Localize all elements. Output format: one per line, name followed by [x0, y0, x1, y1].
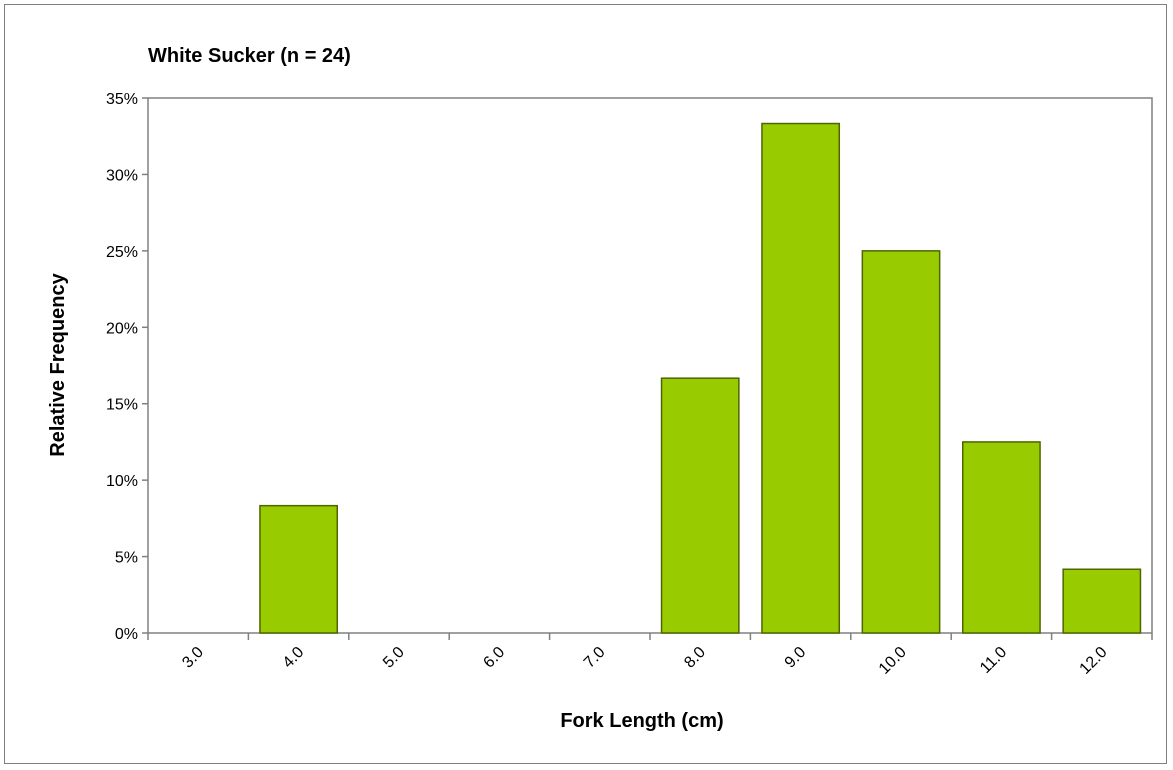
bars	[259, 122, 1142, 634]
y-tick-label: 25%	[106, 244, 138, 261]
y-axis-title: Relative Frequency	[47, 272, 69, 456]
bar-9.0	[761, 122, 841, 634]
x-tick-label: 6.0	[480, 644, 508, 672]
x-tick-label: 3.0	[179, 644, 207, 672]
x-axis: 3.0 4.0 5.0 6.0 7.0 8.0 9.0 10.0 11.0 12.0	[147, 633, 1153, 678]
x-tick-label: 8.0	[681, 644, 709, 672]
bar-11.0	[962, 441, 1041, 634]
chart-frame: White Sucker (n = 24) 0% 5% 10% 15% 20% 25% 30…	[4, 4, 1167, 764]
y-tick-label: 20%	[106, 320, 138, 337]
bar-10.0	[861, 250, 941, 634]
y-tick-label: 10%	[106, 473, 138, 490]
y-tick-label: 5%	[115, 550, 138, 567]
x-tick-label: 5.0	[380, 644, 408, 672]
bar-8.0	[660, 377, 740, 634]
x-tick-label: 10.0	[876, 644, 910, 678]
y-tick-label: 0%	[115, 626, 138, 643]
x-axis-title: Fork Length (cm)	[560, 710, 723, 732]
bar-12.0	[1062, 568, 1142, 634]
y-tick-label: 35%	[106, 91, 138, 108]
x-tick-label: 4.0	[280, 644, 308, 672]
bar-4.0	[259, 504, 339, 634]
y-axis: 0% 5% 10% 15% 20% 25% 30% 35%	[106, 91, 148, 643]
chart-title: White Sucker (n = 24)	[148, 45, 351, 67]
x-tick-label: 11.0	[977, 644, 1010, 677]
x-tick-label: 12.0	[1077, 644, 1111, 678]
y-tick-label: 30%	[106, 167, 138, 184]
y-tick-label: 15%	[106, 397, 138, 414]
x-tick-label: 9.0	[782, 644, 810, 672]
x-tick-label: 7.0	[581, 644, 609, 672]
chart: White Sucker (n = 24) 0% 5% 10% 15% 20% 25% 30…	[47, 45, 1153, 732]
